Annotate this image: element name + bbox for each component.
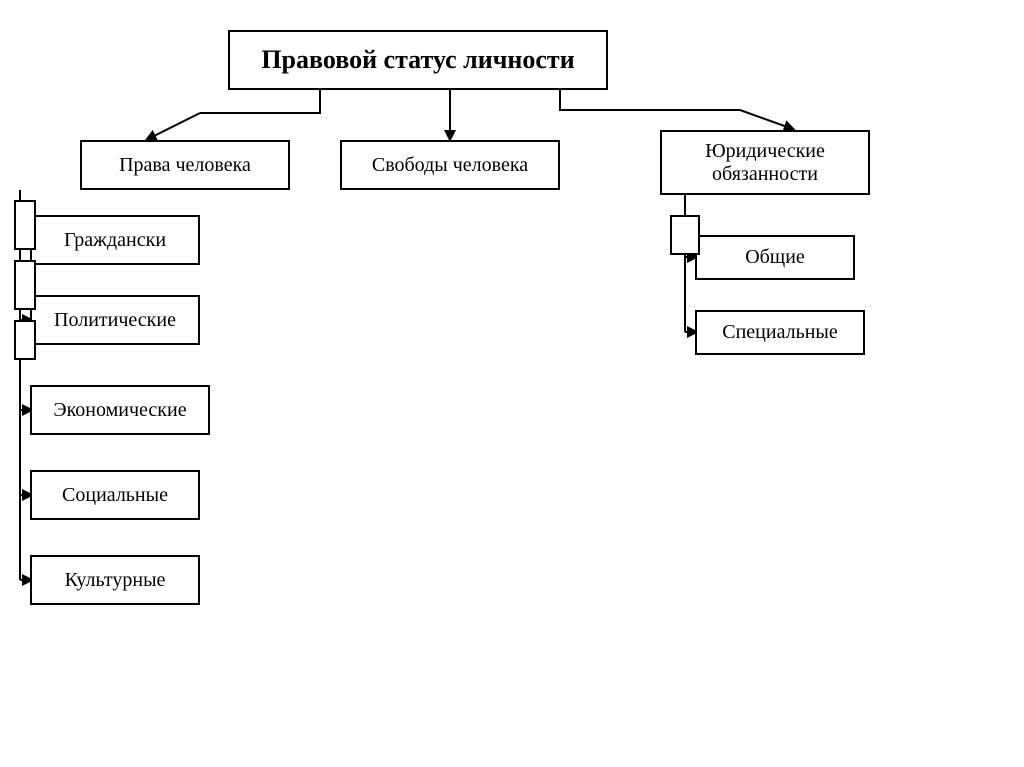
rights-child-label: Экономические	[53, 399, 186, 422]
duties-child-label: Специальные	[722, 321, 838, 344]
stub-box	[14, 200, 36, 250]
rights-child-label: Политические	[54, 309, 176, 332]
rights-child-node: Граждански	[30, 215, 200, 265]
stub-box	[670, 215, 700, 255]
level1-duties-label: Юридические обязанности	[668, 140, 862, 186]
rights-child-node: Экономические	[30, 385, 210, 435]
rights-child-label: Социальные	[62, 484, 168, 507]
diagram-canvas: Правовой статус личности Права человека С…	[0, 0, 1024, 767]
duties-child-label: Общие	[745, 246, 805, 269]
level1-freedoms-node: Свободы человека	[340, 140, 560, 190]
level1-freedoms-label: Свободы человека	[372, 154, 528, 177]
root-label: Правовой статус личности	[261, 45, 574, 75]
rights-child-node: Культурные	[30, 555, 200, 605]
duties-child-node: Специальные	[695, 310, 865, 355]
connector-layer	[0, 0, 1024, 767]
level1-duties-node: Юридические обязанности	[660, 130, 870, 195]
rights-child-label: Культурные	[65, 569, 166, 592]
level1-rights-label: Права человека	[119, 154, 251, 177]
rights-child-node: Политические	[30, 295, 200, 345]
duties-child-node: Общие	[695, 235, 855, 280]
rights-child-node: Социальные	[30, 470, 200, 520]
rights-child-label: Граждански	[64, 229, 166, 252]
root-node: Правовой статус личности	[228, 30, 608, 90]
stub-box	[14, 260, 36, 310]
level1-rights-node: Права человека	[80, 140, 290, 190]
stub-box	[14, 320, 36, 360]
